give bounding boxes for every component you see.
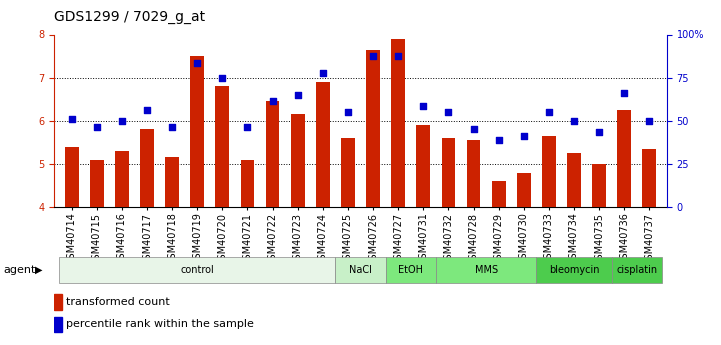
Bar: [592, 164, 606, 207]
Bar: [190, 56, 204, 207]
Point: [619, 90, 630, 96]
Bar: [54, 294, 62, 310]
Bar: [517, 172, 531, 207]
Text: MMS: MMS: [474, 265, 497, 275]
Point: [367, 53, 379, 59]
Bar: [466, 140, 480, 207]
Bar: [341, 138, 355, 207]
Point: [91, 125, 102, 130]
Bar: [366, 50, 380, 207]
Point: [493, 137, 505, 143]
Bar: [216, 86, 229, 207]
Text: bleomycin: bleomycin: [549, 265, 599, 275]
Point: [317, 71, 329, 76]
Point: [216, 75, 228, 80]
Bar: [291, 114, 304, 207]
Point: [468, 127, 479, 132]
Text: cisplatin: cisplatin: [616, 265, 658, 275]
Point: [568, 118, 580, 124]
Bar: [90, 159, 104, 207]
Text: agent: agent: [4, 265, 36, 275]
Text: GDS1299 / 7029_g_at: GDS1299 / 7029_g_at: [54, 10, 205, 24]
Text: transformed count: transformed count: [66, 297, 169, 307]
Bar: [642, 149, 656, 207]
FancyBboxPatch shape: [536, 257, 611, 283]
FancyBboxPatch shape: [611, 257, 662, 283]
Point: [141, 107, 153, 113]
Bar: [492, 181, 505, 207]
Bar: [417, 125, 430, 207]
Bar: [617, 110, 631, 207]
Text: percentile rank within the sample: percentile rank within the sample: [66, 319, 254, 329]
Text: ▶: ▶: [35, 265, 42, 275]
Point: [267, 99, 278, 104]
Point: [242, 125, 253, 130]
Point: [417, 103, 429, 108]
Point: [342, 109, 354, 115]
Point: [167, 125, 178, 130]
Bar: [140, 129, 154, 207]
Point: [116, 118, 128, 124]
Bar: [241, 159, 255, 207]
Bar: [65, 147, 79, 207]
Point: [543, 109, 554, 115]
Bar: [392, 39, 405, 207]
Text: EtOH: EtOH: [398, 265, 423, 275]
FancyBboxPatch shape: [436, 257, 536, 283]
FancyBboxPatch shape: [335, 257, 386, 283]
Point: [192, 60, 203, 65]
Bar: [265, 101, 280, 207]
Bar: [115, 151, 129, 207]
Bar: [542, 136, 556, 207]
Point: [593, 129, 605, 134]
Text: control: control: [180, 265, 214, 275]
FancyBboxPatch shape: [59, 257, 335, 283]
Point: [518, 133, 529, 139]
FancyBboxPatch shape: [386, 257, 436, 283]
Point: [644, 118, 655, 124]
Text: NaCl: NaCl: [349, 265, 372, 275]
Point: [292, 92, 304, 98]
Point: [392, 53, 404, 59]
Bar: [441, 138, 456, 207]
Point: [66, 116, 77, 121]
Point: [443, 109, 454, 115]
Bar: [316, 82, 329, 207]
Bar: [165, 157, 179, 207]
Bar: [567, 153, 581, 207]
Bar: [54, 317, 62, 333]
